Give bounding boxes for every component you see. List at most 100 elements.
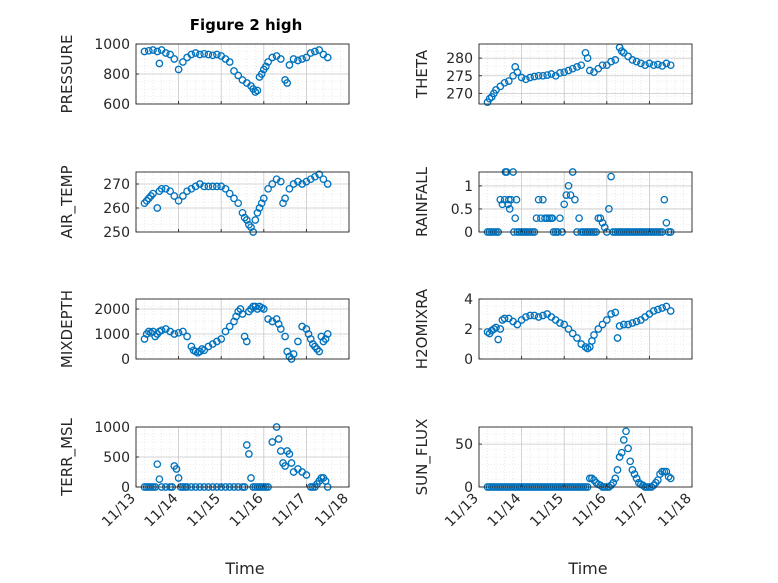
data-point: [225, 322, 234, 331]
data-point: [564, 66, 573, 75]
y-tick-label: 0: [464, 225, 473, 241]
data-point: [262, 62, 270, 71]
data-point: [664, 472, 673, 481]
data-point: [571, 195, 579, 204]
data-point: [607, 172, 615, 181]
data-point: [566, 191, 575, 199]
data-point: [153, 204, 162, 212]
y-tick-label: 0: [121, 352, 130, 368]
data-point: [179, 327, 187, 336]
data-point: [204, 182, 213, 191]
y-tick-label: 280: [446, 51, 473, 67]
data-point: [492, 323, 500, 332]
data-point: [598, 218, 607, 227]
data-point: [556, 69, 564, 77]
data-point: [500, 314, 509, 323]
data-point: [628, 466, 637, 474]
data-point: [619, 320, 628, 329]
data-point: [575, 214, 583, 223]
data-point: [315, 170, 324, 179]
subplot-pressure: 600 800 1000 PRESSURE: [58, 35, 350, 114]
data-point: [179, 192, 187, 200]
data-point: [517, 73, 526, 82]
data-point: [294, 177, 302, 186]
data-point: [585, 66, 594, 75]
data-point: [547, 70, 556, 78]
data-point: [617, 448, 626, 457]
data-point: [174, 65, 183, 74]
data-point: [257, 70, 266, 78]
y-tick-label: 1000: [94, 420, 130, 436]
data-point: [624, 444, 632, 453]
data-point: [654, 60, 662, 69]
y-tick-label: 0: [121, 480, 130, 496]
data-point: [200, 346, 209, 355]
data-point: [564, 325, 573, 333]
data-point: [611, 474, 620, 483]
data-point: [306, 49, 315, 57]
data-point: [600, 223, 609, 232]
data-point: [259, 194, 268, 203]
y-tick-label: 800: [103, 67, 130, 83]
data-point: [568, 329, 577, 338]
y-axis-label: MIXDEPTH: [58, 290, 76, 368]
data-point: [268, 53, 277, 62]
data-point: [140, 47, 149, 56]
data-point: [654, 305, 662, 314]
data-point: [294, 56, 302, 65]
data-point: [624, 320, 632, 329]
data-point: [583, 54, 592, 62]
data-point: [155, 187, 164, 196]
data-point: [274, 435, 283, 443]
data-point: [213, 182, 221, 191]
data-point: [534, 71, 543, 80]
data-point: [641, 61, 649, 70]
data-point: [611, 308, 620, 317]
data-point: [568, 64, 577, 73]
data-point: [174, 328, 183, 337]
data-point: [287, 459, 296, 467]
data-point: [507, 195, 515, 204]
figure-title: Figure 2 high: [190, 16, 303, 34]
data-point: [238, 208, 247, 217]
data-point: [149, 189, 157, 198]
y-axis-label: TERR_MSL: [58, 417, 77, 496]
data-point: [174, 474, 183, 482]
data-point: [208, 182, 217, 191]
data-point: [548, 214, 557, 223]
axes-frame: [478, 426, 693, 488]
data-point: [285, 184, 294, 193]
data-point: [279, 199, 287, 208]
data-point: [285, 61, 294, 69]
data-point: [609, 478, 618, 487]
data-point: [238, 310, 247, 318]
data-point: [170, 55, 179, 63]
subplot-rainfall: 0 0.5 1 RAINFALL: [413, 166, 693, 241]
data-point: [140, 199, 149, 208]
data-point: [281, 194, 289, 203]
data-point: [253, 86, 262, 95]
data-point: [485, 94, 494, 103]
data-point: [208, 51, 217, 60]
data-point: [281, 332, 289, 341]
data-point: [187, 50, 196, 59]
data-point: [613, 334, 622, 342]
data-point: [311, 47, 319, 56]
data-point: [522, 313, 530, 321]
data-point: [153, 47, 162, 56]
data-point: [628, 56, 637, 64]
data-point: [649, 307, 658, 315]
data-point: [221, 184, 230, 193]
data-point: [662, 218, 671, 227]
y-axis-label: SUN_FLUX: [413, 419, 432, 496]
data-point: [658, 304, 667, 312]
y-axis-label: PRESSURE: [58, 35, 76, 114]
data-point: [230, 194, 238, 203]
data-point: [234, 71, 243, 80]
subplot-air_temp: 250 260 270 AIR_TEMP: [58, 165, 350, 241]
data-point: [196, 50, 204, 59]
data-point: [526, 311, 534, 320]
data-point: [611, 56, 620, 64]
data-point: [283, 79, 292, 87]
data-point: [660, 195, 669, 204]
